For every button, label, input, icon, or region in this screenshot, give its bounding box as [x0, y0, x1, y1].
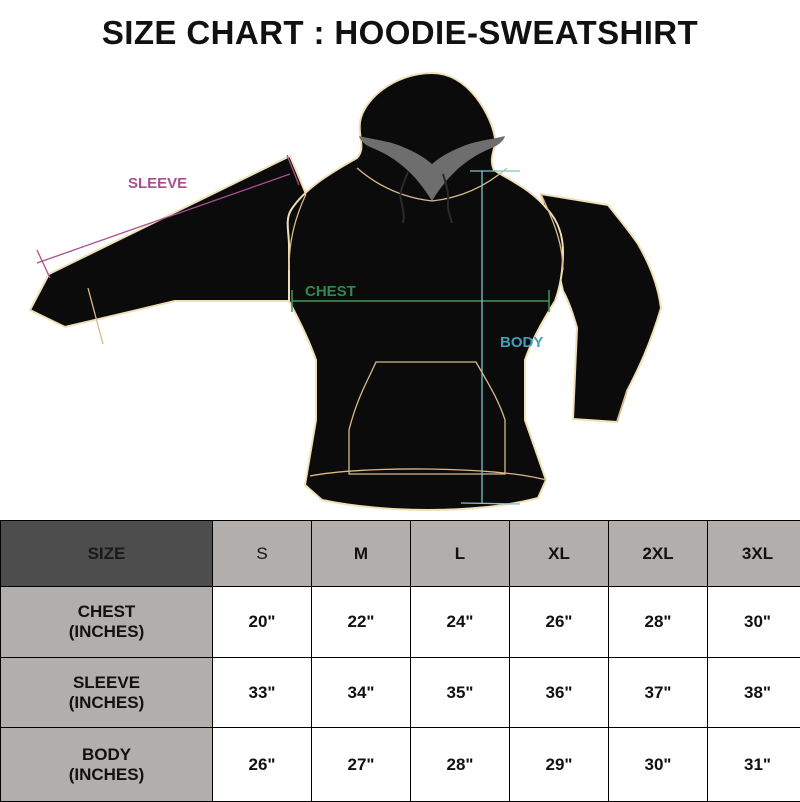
svg-text:BODY: BODY — [500, 334, 543, 351]
svg-text:CHEST: CHEST — [305, 283, 356, 300]
svg-text:SLEEVE: SLEEVE — [128, 175, 187, 192]
